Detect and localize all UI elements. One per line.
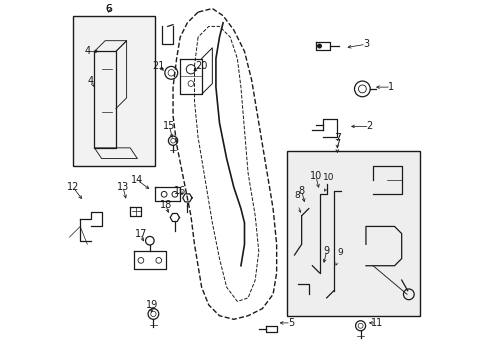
- Text: 18: 18: [160, 200, 172, 210]
- Text: 1: 1: [387, 82, 393, 92]
- Text: 3: 3: [362, 39, 368, 49]
- Bar: [287, 152, 419, 316]
- Text: 16: 16: [174, 186, 186, 196]
- Text: 9: 9: [323, 247, 329, 256]
- Text: 8: 8: [294, 191, 300, 200]
- Text: 12: 12: [67, 182, 79, 192]
- Text: 11: 11: [370, 318, 382, 328]
- Text: 4: 4: [87, 76, 93, 86]
- Text: 14: 14: [131, 175, 143, 185]
- Text: 7: 7: [334, 139, 340, 149]
- Text: 10: 10: [323, 173, 334, 182]
- Circle shape: [317, 44, 321, 48]
- Text: 20: 20: [195, 61, 207, 71]
- Text: 6: 6: [105, 4, 112, 14]
- Text: 2: 2: [366, 121, 372, 131]
- Text: 15: 15: [163, 121, 175, 131]
- Text: 9: 9: [337, 248, 343, 257]
- Text: 19: 19: [145, 300, 158, 310]
- Text: 8: 8: [298, 186, 304, 196]
- Bar: [73, 16, 155, 166]
- Text: 21: 21: [152, 61, 164, 71]
- Text: 17: 17: [134, 229, 147, 239]
- Text: 13: 13: [117, 182, 129, 192]
- Text: 4: 4: [84, 46, 90, 57]
- Text: 10: 10: [309, 171, 322, 181]
- Text: 5: 5: [287, 318, 293, 328]
- Text: 6: 6: [105, 4, 112, 14]
- Text: 7: 7: [333, 133, 340, 143]
